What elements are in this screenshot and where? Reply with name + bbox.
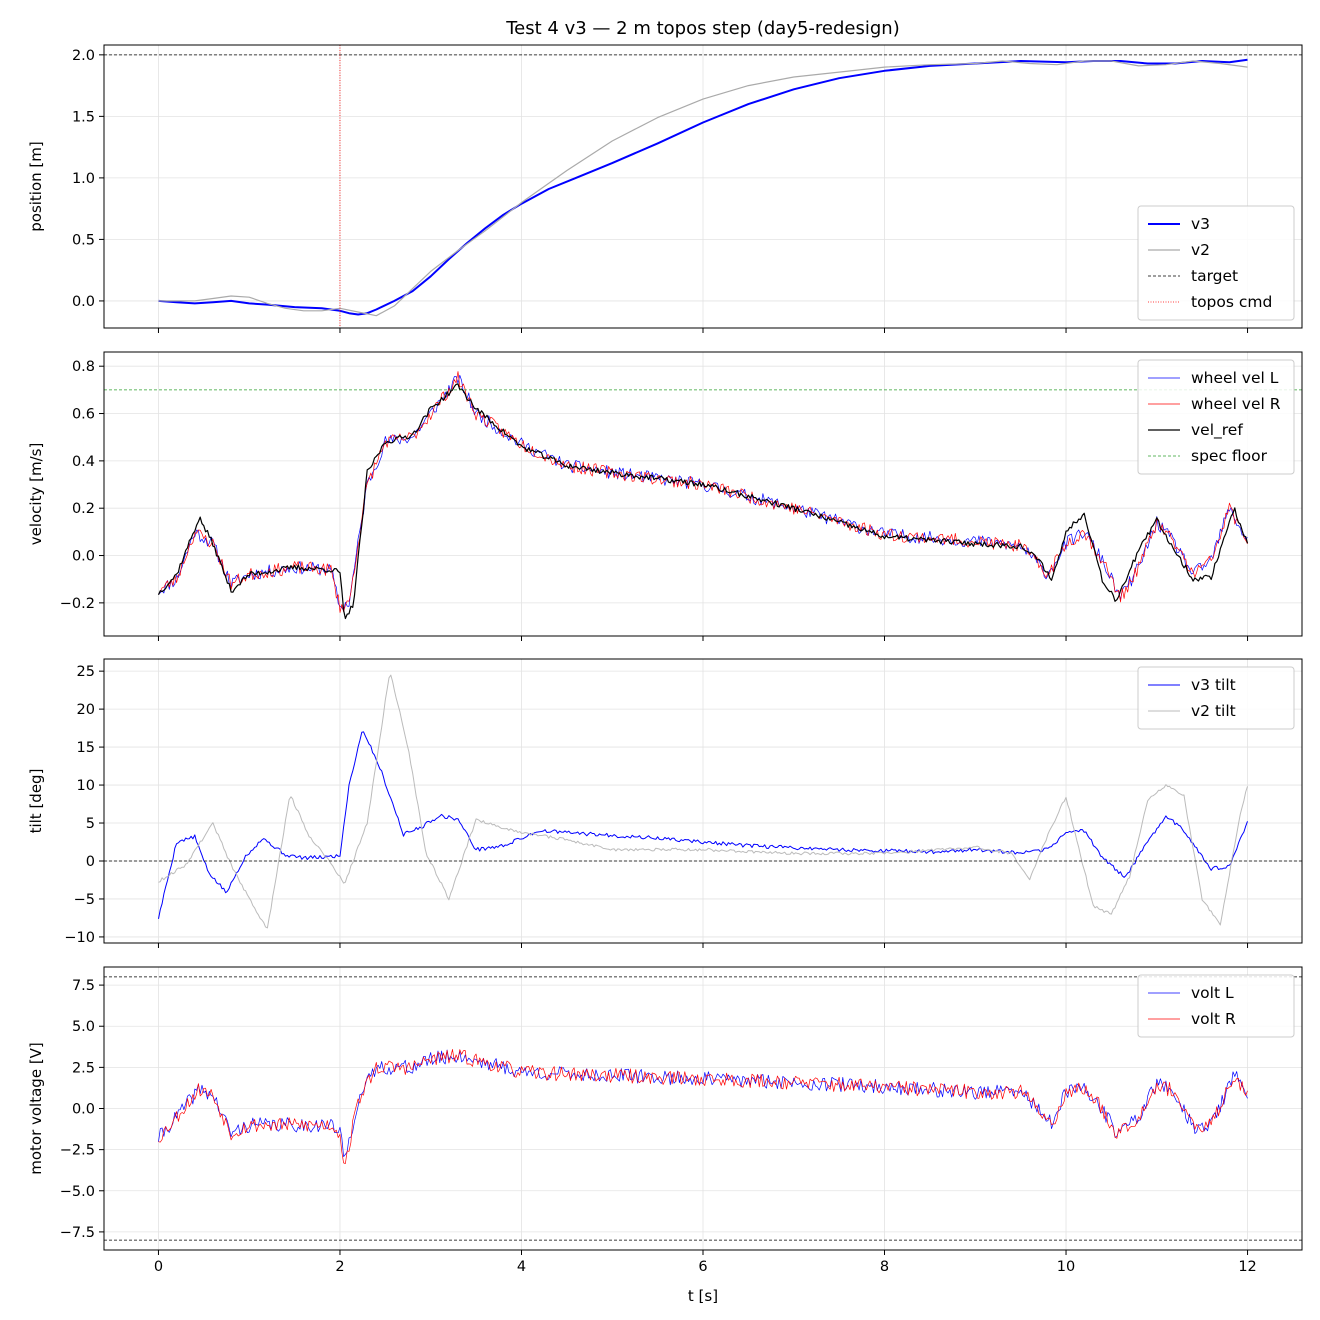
legend: v3 tilt v2 tilt [1137, 666, 1295, 730]
panels: 0.0 0.5 1.0 1.5 2.0 position [m] v3 v2 target top… [27, 44, 1303, 1275]
legend-label: v2 [1191, 241, 1210, 259]
x-tick-label: 0 [154, 1259, 163, 1275]
y-tick-label: −0.2 [60, 596, 95, 612]
y-tick-label: 0.8 [72, 359, 95, 375]
y-tick-label: 25 [77, 664, 95, 680]
x-tick-label: 4 [517, 1259, 526, 1275]
y-tick-label: −2.5 [60, 1143, 95, 1159]
y-tick-label: −10 [64, 930, 95, 946]
y-tick-label: 10 [77, 778, 95, 794]
x-axis-label: t [s] [688, 1287, 718, 1305]
legend-label: target [1191, 267, 1238, 285]
legend-box [1137, 974, 1295, 1038]
legend-label: spec floor [1191, 447, 1268, 465]
legend-label: volt R [1191, 1010, 1236, 1028]
legend-box [1137, 205, 1295, 321]
volt-r-line [158, 1049, 1248, 1164]
x-tick-label: 6 [698, 1259, 707, 1275]
legend-box [1137, 666, 1295, 730]
figure-title: Test 4 v3 — 2 m topos step (day5-redesig… [505, 18, 899, 39]
y-tick-label: 5.0 [72, 1019, 95, 1035]
y-tick-label: 7.5 [72, 978, 95, 994]
y-axis-label: motor voltage [V] [27, 1042, 45, 1175]
legend-label: topos cmd [1191, 293, 1272, 311]
y-tick-label: 5 [86, 816, 95, 832]
y-tick-label: 0.2 [72, 501, 95, 517]
legend-box [1137, 359, 1295, 475]
y-tick-label: 0 [86, 854, 95, 870]
vel-ref-line [157, 383, 1249, 620]
legend-label: v3 tilt [1191, 676, 1236, 694]
y-tick-label: 20 [77, 702, 95, 718]
y-tick-label: 0.0 [72, 549, 95, 565]
y-tick-label: 2.0 [72, 48, 95, 64]
y-tick-label: 0.5 [72, 232, 95, 248]
x-tick-label: 8 [880, 1259, 889, 1275]
y-tick-label: 0.0 [72, 1102, 95, 1118]
panel-1: 0.0 0.5 1.0 1.5 2.0 position [m] v3 v2 target top… [27, 44, 1303, 333]
plot-area [104, 976, 1302, 1241]
x-tick-label: 10 [1057, 1259, 1075, 1275]
v2-line [158, 60, 1248, 317]
y-axis-label: tilt [deg] [27, 769, 45, 834]
y-tick-label: 15 [77, 740, 95, 756]
legend-label: wheel vel L [1191, 369, 1279, 387]
legend-label: v3 [1191, 215, 1210, 233]
x-tick-label: 12 [1238, 1259, 1256, 1275]
x-tick-label: 2 [335, 1259, 344, 1275]
y-tick-label: 1.0 [72, 171, 95, 187]
y-tick-label: 0.4 [72, 454, 95, 470]
legend-label: vel_ref [1191, 421, 1243, 440]
y-tick-label: 0.6 [72, 407, 95, 423]
y-tick-label: −7.5 [60, 1225, 95, 1241]
plot-area [104, 371, 1302, 620]
legend: volt L volt R [1137, 974, 1295, 1038]
y-axis-label: position [m] [27, 141, 45, 232]
plot-area [104, 674, 1302, 929]
y-tick-label: 0.0 [72, 294, 95, 310]
legend: v3 v2 target topos cmd [1137, 205, 1295, 321]
legend-label: volt L [1191, 984, 1234, 1002]
plot-area [104, 45, 1302, 328]
panel-2: −0.2 0.0 0.2 0.4 0.6 0.8 velocity [m/s] wheel v… [27, 351, 1303, 641]
panel-3: −10 −5 0 5 10 15 20 25 tilt [deg] v3 tilt v2 tilt [27, 658, 1303, 948]
y-tick-label: 1.5 [72, 109, 95, 125]
y-axis-label: velocity [m/s] [27, 443, 45, 546]
legend-label: wheel vel R [1191, 395, 1281, 413]
v3-tilt-line [158, 731, 1248, 919]
y-tick-label: −5.0 [60, 1184, 95, 1200]
v2-tilt-line [158, 674, 1248, 929]
y-tick-label: 2.5 [72, 1060, 95, 1076]
legend-label: v2 tilt [1191, 702, 1236, 720]
panel-4: 0 2 4 6 8 10 12 −7.5 −5.0 −2.5 0.0 2.5 5.0 7.5 motor v… [27, 966, 1303, 1275]
y-tick-label: −5 [74, 892, 95, 908]
